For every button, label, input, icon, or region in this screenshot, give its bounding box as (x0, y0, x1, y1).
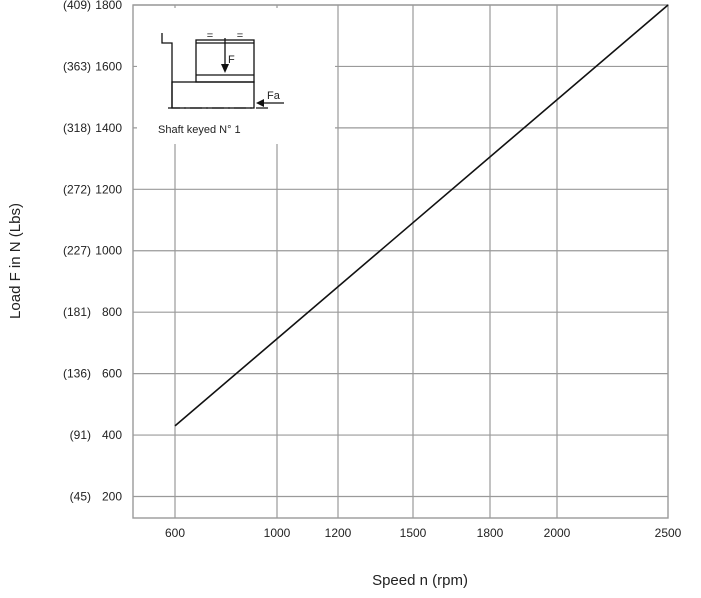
y-tick-n-label: 1600 (95, 59, 122, 73)
y-tick-n-label: 400 (102, 428, 122, 442)
y-tick-n-label: 1800 (95, 0, 122, 12)
y-tick-n-label: 200 (102, 489, 122, 503)
y-tick-lbs-label: (227) (63, 244, 91, 258)
x-tick-label: 600 (165, 526, 185, 540)
y-tick-lbs-label: (45) (70, 489, 91, 503)
y-tick-lbs-label: (363) (63, 59, 91, 73)
y-tick-labels: (45) 200 (91) 400 (136) 600 (181) 800 (227) 1000 (… (63, 0, 122, 503)
plot-frame (132, 4, 669, 519)
y-tick-n-label: 1200 (95, 182, 122, 196)
y-tick-n-label: 1000 (95, 244, 122, 258)
y-tick-n-label: 800 (102, 305, 122, 319)
x-axis-title: Speed n (rpm) (372, 572, 468, 589)
x-tick-label: 1200 (325, 526, 352, 540)
inset-background (137, 8, 335, 144)
housing-outline (161, 33, 173, 108)
inset-caption: Shaft keyed N° 1 (158, 124, 241, 136)
x-tick-label: 2500 (655, 526, 682, 540)
axial-force-label: Fa (267, 90, 281, 102)
shaft-inset-diagram: = = F Fa Shaft keyed N° 1 (137, 8, 335, 144)
load-speed-line (174, 4, 669, 427)
y-tick-lbs-label: (181) (63, 305, 91, 319)
equal-mark-right: = (237, 30, 243, 42)
x-tick-labels: 600 1000 1200 1500 1800 2000 2500 (165, 526, 682, 540)
x-tick-label: 1800 (477, 526, 504, 540)
y-tick-lbs-label: (409) (63, 0, 91, 12)
y-tick-lbs-label: (272) (63, 182, 91, 196)
y-tick-n-label: 600 (102, 367, 122, 381)
y-axis-title: Load F in N (Lbs) (7, 203, 24, 319)
radial-force-arrowhead (221, 64, 229, 73)
y-tick-lbs-label: (318) (63, 121, 91, 135)
axial-force-arrowhead (256, 99, 264, 107)
equal-mark-left: = (207, 30, 213, 42)
x-tick-label: 1500 (400, 526, 427, 540)
force-label: F (228, 54, 235, 66)
y-tick-lbs-label: (136) (63, 367, 91, 381)
y-tick-lbs-label: (91) (70, 428, 91, 442)
x-tick-label: 2000 (544, 526, 571, 540)
y-tick-n-label: 1400 (95, 121, 122, 135)
series (174, 4, 669, 427)
x-tick-label: 1000 (264, 526, 291, 540)
